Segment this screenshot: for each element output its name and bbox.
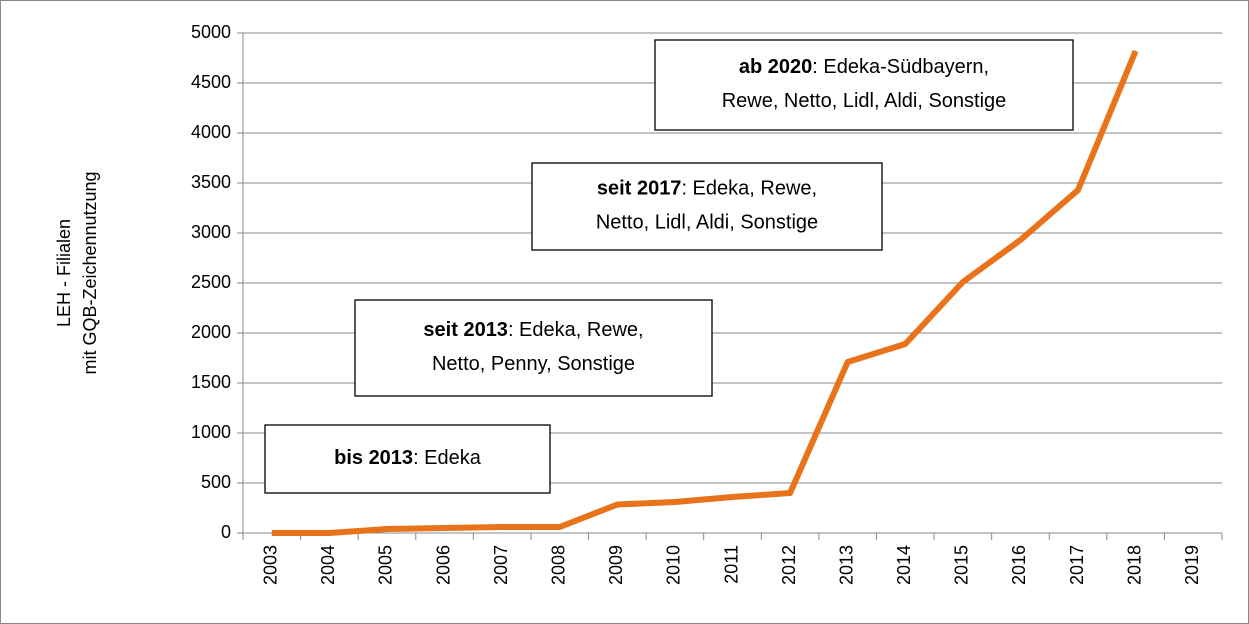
annotation-line: Netto, Penny, Sonstige xyxy=(432,353,635,375)
annotation-text: seit 2013: Edeka, Rewe, xyxy=(423,319,643,341)
y-tick-label: 3000 xyxy=(191,222,231,242)
x-tick-label: 2016 xyxy=(1009,545,1029,585)
x-tick-label: 2015 xyxy=(952,545,972,585)
annotation: seit 2017: Edeka, Rewe, Netto, Lidl, Aldi… xyxy=(531,162,883,251)
annotation: seit 2013: Edeka, Rewe, Netto, Penny, Son… xyxy=(354,299,713,397)
y-tick-label: 5000 xyxy=(191,22,231,42)
y-tick-label: 4500 xyxy=(191,72,231,92)
x-tick-label: 2009 xyxy=(606,545,626,585)
x-tick-label: 2007 xyxy=(491,545,511,585)
annotation-bold: seit 2013 xyxy=(423,319,508,341)
x-tick-label: 2005 xyxy=(376,545,396,585)
annotation: ab 2020: Edeka-Südbayern, Rewe, Netto, Li… xyxy=(654,39,1074,131)
annotation-box xyxy=(264,424,551,494)
annotation-box xyxy=(354,299,713,397)
y-tick-label: 2500 xyxy=(191,272,231,292)
x-tick-label: 2010 xyxy=(664,545,684,585)
y-tick-label: 1000 xyxy=(191,422,231,442)
annotation-bold: bis 2013 xyxy=(334,447,413,469)
x-tick-label: 2004 xyxy=(318,545,338,585)
annotation-text: Netto, Penny, Sonstige xyxy=(432,353,635,375)
x-tick-label: 2013 xyxy=(836,545,856,585)
annotation-line: : Edeka, Rewe, xyxy=(508,319,644,341)
annotation-bold: ab 2020 xyxy=(739,56,812,78)
y-tick-label: 4000 xyxy=(191,122,231,142)
y-axis-label: LEH - Filialen mit GQB-Zeichennutzung xyxy=(54,171,100,374)
x-tick-label: 2017 xyxy=(1067,545,1087,585)
y-tick-label: 2000 xyxy=(191,322,231,342)
annotation-box xyxy=(654,39,1074,131)
x-tick-label: 2006 xyxy=(433,545,453,585)
annotation-line: : Edeka-Südbayern, xyxy=(812,56,989,78)
annotation-text: Rewe, Netto, Lidl, Aldi, Sonstige xyxy=(722,90,1007,112)
annotation-line: : Edeka xyxy=(413,447,482,469)
x-tick-label: 2019 xyxy=(1182,545,1202,585)
annotation-line: : Edeka, Rewe, xyxy=(681,178,817,200)
y-axis-label-line: mit GQB-Zeichennutzung xyxy=(80,171,100,374)
annotation-line: Rewe, Netto, Lidl, Aldi, Sonstige xyxy=(722,90,1007,112)
annotation: bis 2013: Edeka xyxy=(264,424,551,494)
x-tick-label: 2018 xyxy=(1124,545,1144,585)
x-tick-label: 2008 xyxy=(548,545,568,585)
x-tick-label: 2012 xyxy=(779,545,799,585)
y-tick-label: 0 xyxy=(221,522,231,542)
x-tick-label: 2014 xyxy=(894,545,914,585)
annotation-line: Netto, Lidl, Aldi, Sonstige xyxy=(596,212,818,234)
annotation-text: ab 2020: Edeka-Südbayern, xyxy=(739,56,989,78)
y-tick-label: 1500 xyxy=(191,372,231,392)
x-tick-label: 2003 xyxy=(261,545,281,585)
y-tick-label: 500 xyxy=(201,472,231,492)
annotation-bold: seit 2017 xyxy=(597,178,682,200)
x-tick-label: 2011 xyxy=(721,545,741,584)
annotation-text: Netto, Lidl, Aldi, Sonstige xyxy=(596,212,818,234)
annotation-text: bis 2013: Edeka xyxy=(334,447,482,469)
line xyxy=(271,49,1139,536)
y-tick-label: 3500 xyxy=(191,172,231,192)
annotation-box xyxy=(531,162,883,251)
y-axis-label-line: LEH - Filialen xyxy=(54,219,74,327)
annotation-text: seit 2017: Edeka, Rewe, xyxy=(597,178,817,200)
